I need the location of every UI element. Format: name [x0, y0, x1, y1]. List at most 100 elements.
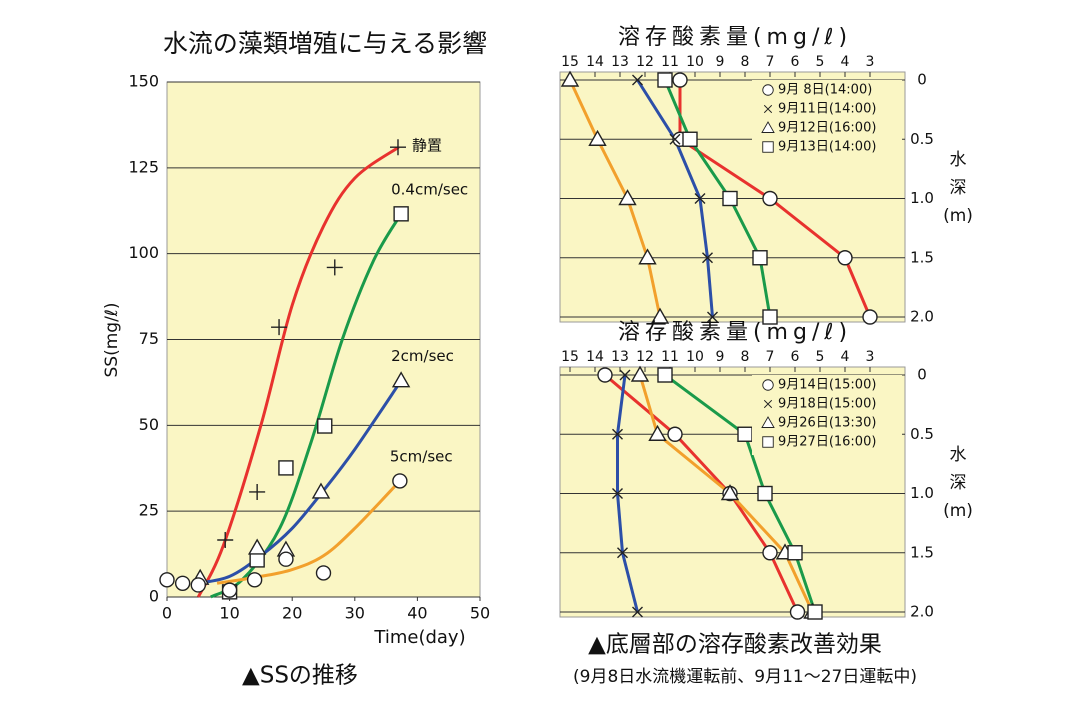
- marker: [707, 311, 718, 323]
- marker: [762, 309, 778, 325]
- x-tick-label: 13: [611, 54, 629, 70]
- legend-label: 9月27日(16:00): [778, 435, 876, 450]
- legend-label: 9月12日(16:00): [778, 121, 876, 136]
- marker: [317, 418, 333, 434]
- marker: [752, 250, 768, 266]
- marker: [315, 565, 332, 581]
- x-tick-label: 10: [219, 604, 239, 623]
- marker: [702, 252, 713, 264]
- marker: [862, 309, 878, 325]
- chart-title: 溶存酸素量(mg/ℓ): [618, 25, 852, 50]
- x-tick-label: 30: [345, 604, 365, 623]
- y-tick-label: 1.5: [910, 543, 934, 561]
- marker: [612, 488, 623, 499]
- x-tick-label: 14: [586, 54, 604, 70]
- marker: [762, 190, 778, 207]
- chart-title: 溶存酸素量(mg/ℓ): [618, 320, 852, 345]
- y-tick-label: 125: [128, 157, 159, 176]
- y-tick-label: 0.5: [910, 425, 934, 443]
- marker: [389, 139, 406, 156]
- x-tick-label: 20: [282, 604, 302, 623]
- marker: [221, 582, 238, 598]
- x-tick-label: 8: [741, 349, 750, 365]
- y-tick-label: 1.0: [910, 484, 934, 502]
- marker: [619, 369, 631, 381]
- marker: [737, 426, 753, 442]
- marker: [618, 189, 637, 206]
- legend-marker: [763, 399, 773, 409]
- legend-label: 9月26日(13:30): [778, 416, 876, 431]
- legend-label: 9月 8日(14:00): [778, 83, 872, 98]
- marker: [757, 485, 773, 502]
- marker: [657, 367, 673, 383]
- legend-label: 9月14日(15:00): [778, 378, 876, 393]
- x-tick-label: 9: [716, 349, 725, 365]
- marker: [174, 575, 191, 591]
- x-tick-label: 4: [841, 54, 850, 70]
- y-tick-label: 1.0: [910, 189, 934, 207]
- marker: [271, 319, 288, 336]
- marker: [720, 484, 740, 501]
- y-tick-label: 2.0: [910, 308, 934, 326]
- x-tick-label: 7: [766, 349, 775, 365]
- legend-label: 9月18日(15:00): [778, 397, 876, 412]
- x-tick-label: 8: [741, 54, 750, 70]
- x-tick-label: 0: [162, 604, 172, 623]
- x-tick-label: 11: [661, 54, 679, 70]
- x-tick-label: 10: [686, 349, 704, 365]
- legend-label: 9月13日(14:00): [778, 140, 876, 155]
- legend-marker: [762, 84, 774, 96]
- legend-label: 9月11日(14:00): [778, 102, 876, 117]
- x-tick-label: 12: [636, 54, 654, 70]
- x-tick-label: 50: [470, 604, 490, 623]
- marker: [648, 424, 667, 441]
- marker: [326, 259, 343, 276]
- y-tick-label: 0: [917, 366, 927, 384]
- y-axis-label: (m): [943, 206, 973, 226]
- x-tick-label: 15: [561, 349, 579, 365]
- series-label: 5cm/sec: [390, 447, 453, 465]
- marker: [632, 74, 643, 86]
- x-tick-label: 14: [586, 349, 604, 365]
- y-axis-label: 深: [950, 178, 967, 198]
- series-label: 静置: [412, 137, 442, 155]
- x-tick-label: 12: [636, 349, 654, 365]
- marker: [667, 426, 683, 442]
- series-label: 2cm/sec: [391, 347, 454, 365]
- x-tick-label: 11: [661, 349, 679, 365]
- marker: [669, 133, 681, 145]
- caption-note: (9月8日水流機運転前、9月11～27日運転中): [573, 667, 917, 687]
- marker: [391, 371, 411, 388]
- y-tick-label: 100: [128, 243, 159, 262]
- marker: [249, 552, 265, 568]
- marker: [617, 547, 628, 559]
- marker: [278, 551, 294, 567]
- marker: [682, 131, 698, 147]
- x-tick-label: 5: [816, 349, 825, 365]
- y-tick-label: 1.5: [910, 248, 934, 266]
- marker: [597, 367, 613, 383]
- legend-marker: [761, 121, 775, 133]
- y-tick-label: 50: [139, 415, 159, 434]
- marker: [393, 206, 409, 222]
- marker: [632, 606, 643, 618]
- marker: [392, 473, 408, 489]
- legend-box: [752, 80, 902, 160]
- marker: [159, 572, 175, 588]
- marker: [246, 572, 263, 588]
- legend-box: [752, 375, 902, 455]
- marker: [789, 604, 806, 620]
- x-tick-label: 3: [866, 54, 875, 70]
- y-axis-label: SS(mg/ℓ): [102, 303, 122, 378]
- series-label: 0.4cm/sec: [391, 180, 468, 198]
- marker: [650, 307, 670, 324]
- x-tick-label: 6: [791, 54, 800, 70]
- marker: [630, 365, 650, 382]
- marker: [588, 129, 607, 146]
- x-tick-label: 7: [766, 54, 775, 70]
- y-tick-label: 0.5: [910, 130, 934, 148]
- x-tick-label: 3: [866, 349, 875, 365]
- legend-marker: [762, 379, 774, 391]
- marker: [249, 483, 266, 500]
- x-tick-label: 5: [816, 54, 825, 70]
